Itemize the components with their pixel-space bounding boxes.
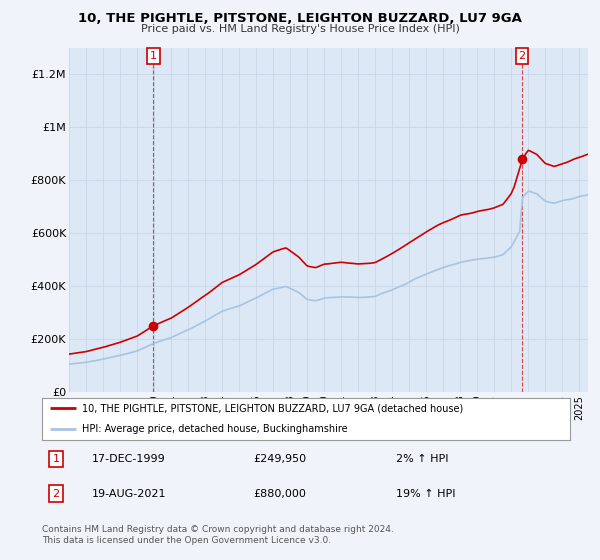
Text: 10, THE PIGHTLE, PITSTONE, LEIGHTON BUZZARD, LU7 9GA: 10, THE PIGHTLE, PITSTONE, LEIGHTON BUZZ…	[78, 12, 522, 25]
Text: 19-AUG-2021: 19-AUG-2021	[92, 489, 167, 499]
Text: £880,000: £880,000	[253, 489, 306, 499]
Text: Contains HM Land Registry data © Crown copyright and database right 2024.
This d: Contains HM Land Registry data © Crown c…	[42, 525, 394, 545]
Text: 1: 1	[53, 454, 59, 464]
Text: 19% ↑ HPI: 19% ↑ HPI	[396, 489, 455, 499]
Text: Price paid vs. HM Land Registry's House Price Index (HPI): Price paid vs. HM Land Registry's House …	[140, 24, 460, 34]
Text: £249,950: £249,950	[253, 454, 307, 464]
Text: 2: 2	[518, 51, 526, 61]
Text: 17-DEC-1999: 17-DEC-1999	[92, 454, 166, 464]
Text: HPI: Average price, detached house, Buckinghamshire: HPI: Average price, detached house, Buck…	[82, 424, 347, 434]
Text: 1: 1	[150, 51, 157, 61]
Text: 10, THE PIGHTLE, PITSTONE, LEIGHTON BUZZARD, LU7 9GA (detached house): 10, THE PIGHTLE, PITSTONE, LEIGHTON BUZZ…	[82, 404, 463, 414]
Text: 2: 2	[53, 489, 59, 499]
Text: 2% ↑ HPI: 2% ↑ HPI	[396, 454, 448, 464]
